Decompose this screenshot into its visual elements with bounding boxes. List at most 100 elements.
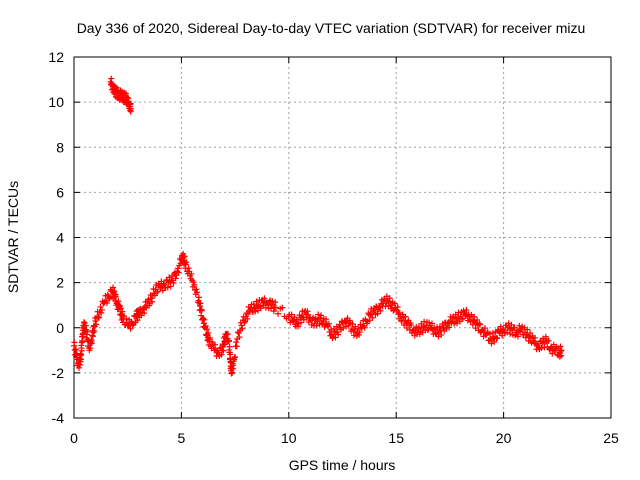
data-point-interp	[524, 326, 531, 333]
data-point-interp	[151, 292, 158, 299]
data-point-interp	[328, 326, 335, 333]
data-point-interp	[356, 329, 363, 336]
data-point-interp	[227, 351, 234, 358]
data-point-interp	[110, 284, 117, 291]
data-point-interp	[88, 340, 95, 347]
data-point-interp	[127, 100, 134, 107]
data-point-interp	[386, 295, 393, 302]
data-point-interp	[426, 319, 433, 326]
data-point-interp	[305, 311, 312, 318]
x-tick-label: 20	[496, 430, 512, 446]
data-point	[376, 304, 383, 311]
data-point-interp	[175, 269, 182, 276]
data-point-interp	[154, 288, 161, 295]
data-point-interp	[200, 315, 207, 322]
data-point	[526, 333, 533, 340]
data-point-interp	[164, 284, 171, 291]
data-point-interp	[252, 308, 259, 315]
data-point-interp	[332, 334, 339, 341]
data-point	[272, 304, 279, 311]
data-point-interp	[77, 356, 84, 363]
data-point-interp	[304, 308, 311, 315]
data-point-interp	[207, 334, 214, 341]
data-point-interp	[391, 300, 398, 307]
data-point-interp	[445, 319, 452, 326]
x-tick-label: 0	[70, 430, 78, 446]
data-point-interp	[181, 253, 188, 260]
data-point-interp	[386, 298, 393, 305]
data-point-interp	[197, 300, 204, 307]
data-point-interp	[205, 329, 212, 336]
x-axis-label: GPS time / hours	[289, 457, 396, 473]
data-point-interp	[232, 353, 239, 360]
data-point-interp	[95, 313, 102, 320]
data-point-interp	[193, 286, 200, 293]
data-point-interp	[190, 279, 197, 286]
data-point-interp	[542, 333, 549, 340]
x-tick-label: 15	[388, 430, 404, 446]
data-point-interp	[230, 365, 237, 372]
data-point	[90, 329, 97, 336]
y-axis: -4 -2 0 2 4 6 8 10 12	[48, 49, 611, 426]
data-point-interp	[489, 329, 496, 336]
data-point-interp	[76, 364, 83, 371]
data-point	[238, 322, 245, 329]
data-point-interp	[471, 313, 478, 320]
y-tick-label: 6	[56, 184, 64, 200]
data-point-interp	[244, 315, 251, 322]
data-point-interp	[402, 313, 409, 320]
data-point-interp	[188, 270, 195, 277]
data-point-interp	[486, 330, 493, 337]
data-point-interp	[438, 331, 445, 338]
data-point-interp	[84, 328, 91, 335]
data-point-interp	[449, 314, 456, 321]
data-point-interp	[355, 331, 362, 338]
data-point-interp	[123, 315, 130, 322]
grid	[74, 57, 611, 418]
data-point	[290, 317, 297, 324]
data-point-interp	[545, 337, 552, 344]
data-point-interp	[198, 312, 205, 319]
data-point-interp	[103, 300, 110, 307]
data-point-interp	[463, 307, 470, 314]
data-point-interp	[377, 307, 384, 314]
x-axis: 0 5 10 15 20 25	[70, 57, 619, 446]
data-point-interp	[141, 310, 148, 317]
data-point-interp	[72, 346, 79, 353]
data-point-interp	[476, 321, 483, 328]
data-point-interp	[145, 296, 152, 303]
data-point-interp	[239, 325, 246, 332]
data-point-interp	[167, 283, 174, 290]
data-point-interp	[98, 306, 105, 313]
x-tick-label: 10	[281, 430, 297, 446]
data-point-interp	[446, 324, 453, 331]
data-point-interp	[160, 280, 167, 287]
data-point-interp	[250, 301, 257, 308]
data-point-interp	[226, 337, 233, 344]
data-point-interp	[455, 309, 462, 316]
data-point-interp	[93, 321, 100, 328]
data-point-interp	[494, 334, 501, 341]
data-point-interp	[149, 298, 156, 305]
data-point-interp	[508, 321, 515, 328]
y-tick-label: 0	[56, 320, 64, 336]
data-point-interp	[335, 331, 342, 338]
data-point-interp	[267, 305, 274, 312]
data-point-interp	[183, 259, 190, 266]
data-point-interp	[269, 298, 276, 305]
data-point-interp	[220, 347, 227, 354]
data-point-interp	[428, 325, 435, 332]
data-point-interp	[514, 333, 521, 340]
data-point-interp	[218, 351, 225, 358]
data-point-interp	[507, 330, 514, 337]
data-point-interp	[236, 334, 243, 341]
data-point-interp	[325, 320, 332, 327]
data-point-interp	[97, 303, 104, 310]
data-point-interp	[221, 341, 228, 348]
data-point-interp	[507, 325, 514, 332]
data-point-interp	[275, 310, 282, 317]
data-point-interp	[129, 322, 136, 329]
data-point-interp	[315, 311, 322, 318]
data-point-interp	[119, 308, 126, 315]
